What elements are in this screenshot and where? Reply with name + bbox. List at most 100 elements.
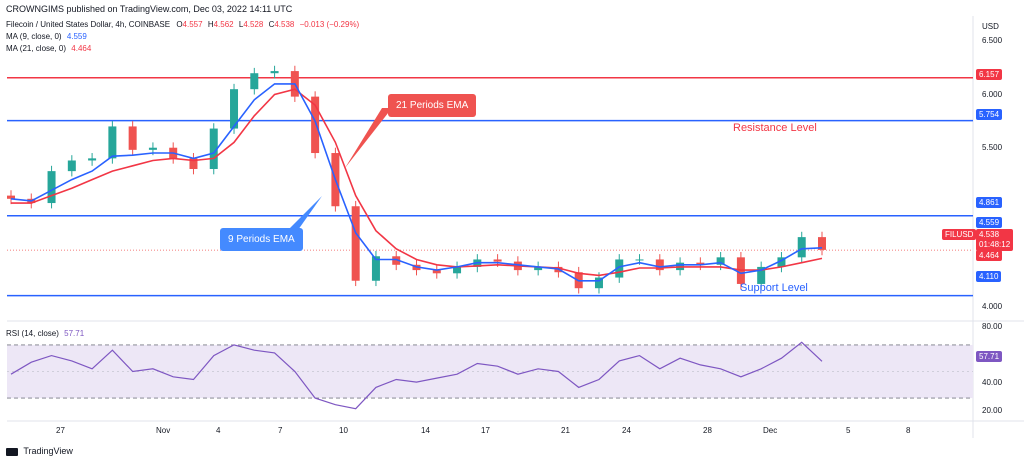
time-axis-label: 17	[481, 426, 490, 435]
ohlc-low: 4.528	[243, 20, 264, 29]
candle-body	[676, 262, 685, 271]
candle-body	[47, 171, 56, 204]
candle-body	[250, 73, 259, 90]
candle-body	[716, 257, 725, 265]
candle-body	[270, 71, 279, 74]
publisher-line: CROWNGIMS published on TradingView.com, …	[6, 4, 293, 14]
current-price-tag: 4.538 01:48:12	[976, 229, 1014, 251]
candle-body	[412, 264, 421, 271]
candle-body	[128, 126, 137, 150]
candle-body	[67, 160, 76, 172]
candle-body	[7, 195, 15, 199]
candle-body	[209, 128, 218, 169]
time-axis-label: 28	[703, 426, 712, 435]
ma21-line	[11, 88, 823, 277]
candle-body	[108, 126, 117, 159]
current-price: 4.538	[979, 230, 1000, 239]
candle-body	[392, 256, 401, 265]
tradingview-brand-text: TradingView	[23, 446, 73, 456]
candle-body	[554, 266, 563, 273]
candle-body	[351, 206, 360, 281]
candle-body	[777, 257, 786, 267]
ohlc-change: −0.013 (−0.29%)	[299, 20, 360, 29]
support-tag-upper: 4.861	[976, 197, 1003, 208]
ema9-pointer	[288, 196, 322, 230]
candle-body	[696, 262, 705, 265]
ma9-legend-value: 4.559	[66, 32, 87, 41]
candle-body	[148, 147, 157, 150]
rsi-tick-80: 80.00	[982, 322, 1003, 331]
candle-body	[432, 270, 441, 274]
candle-body	[797, 237, 806, 258]
ohlc-high-label: H	[207, 20, 214, 29]
candle-body	[453, 266, 462, 274]
price-tick: 4.000	[982, 302, 1003, 312]
rsi-tick-40: 40.00	[982, 378, 1003, 387]
price-tick: 6.500	[982, 36, 1003, 46]
support-tag-lower: 4.110	[976, 271, 1002, 282]
candle-body	[655, 259, 664, 271]
resistance-tag-upper: 6.157	[976, 69, 1003, 80]
symbol-title: Filecoin / United States Dollar, 4h, COI…	[6, 20, 171, 29]
ohlc-open-label: O	[176, 20, 183, 29]
symbol-line: Filecoin / United States Dollar, 4h, COI…	[6, 20, 359, 29]
rsi-legend[interactable]: RSI (14, close) 57.71	[6, 329, 84, 338]
resistance-tag-lower: 5.754	[976, 109, 1003, 120]
time-axis-label: 21	[561, 426, 570, 435]
time-axis-label: 10	[339, 426, 348, 435]
ohlc-low-label: L	[238, 20, 244, 29]
time-axis-label: 24	[622, 426, 631, 435]
ohlc-close: 4.538	[274, 20, 295, 29]
support-level-note: Support Level	[740, 282, 808, 294]
price-axis-currency: USD	[982, 22, 999, 31]
rsi-legend-label: RSI (14, close)	[6, 329, 59, 338]
ema21-callout: 21 Periods EMA	[388, 94, 477, 117]
ohlc-close-label: C	[268, 20, 275, 29]
rsi-band-fill	[7, 344, 973, 399]
ohlc-high: 4.562	[213, 20, 234, 29]
ema21-pointer	[345, 108, 392, 168]
ema9-callout: 9 Periods EMA	[220, 228, 303, 251]
ohlc-open: 4.557	[182, 20, 203, 29]
candle-body	[635, 259, 644, 261]
candle-body	[736, 257, 745, 284]
tradingview-brand: TradingView	[6, 446, 73, 456]
candle-body	[88, 158, 97, 161]
tradingview-logo-icon	[6, 447, 18, 456]
rsi-line	[10, 341, 823, 410]
candle-body	[169, 147, 178, 159]
time-axis-label: 14	[421, 426, 430, 435]
candle-body	[594, 277, 603, 289]
ma9-legend[interactable]: MA (9, close, 0) 4.559	[6, 32, 87, 41]
candle-body	[574, 272, 583, 289]
ma21-legend-label: MA (21, close, 0)	[6, 44, 67, 53]
rsi-value-tag: 57.71	[976, 351, 1003, 362]
ma9-legend-label: MA (9, close, 0)	[6, 32, 62, 41]
time-axis-label: 7	[278, 426, 283, 435]
time-axis-label: 27	[56, 426, 65, 435]
bar-timer: 01:48:12	[979, 240, 1011, 249]
candle-body	[493, 259, 502, 262]
candle-body	[290, 71, 299, 97]
resistance-level-note: Resistance Level	[733, 122, 817, 134]
candle-body	[513, 261, 522, 271]
ma21-tag: 4.464	[976, 250, 1003, 261]
rsi-tick-20: 20.00	[982, 406, 1003, 415]
symbol-price-label: FILUSD	[942, 229, 977, 240]
price-tick: 5.500	[982, 142, 1003, 152]
candle-body	[27, 198, 36, 204]
ma9-tag: 4.559	[976, 217, 1003, 228]
time-axis-label: 8	[906, 426, 911, 435]
rsi-legend-value: 57.71	[64, 329, 85, 338]
candle-body	[818, 237, 826, 250]
price-tick: 6.000	[982, 89, 1003, 99]
candle-body	[473, 259, 482, 267]
ma21-legend[interactable]: MA (21, close, 0) 4.464	[6, 44, 91, 53]
candle-body	[331, 153, 340, 207]
time-axis-label: 4	[216, 426, 221, 435]
time-axis-label: Dec	[763, 426, 778, 435]
candle-body	[534, 266, 543, 271]
candle-body	[189, 158, 198, 169]
candle-body	[311, 96, 320, 154]
